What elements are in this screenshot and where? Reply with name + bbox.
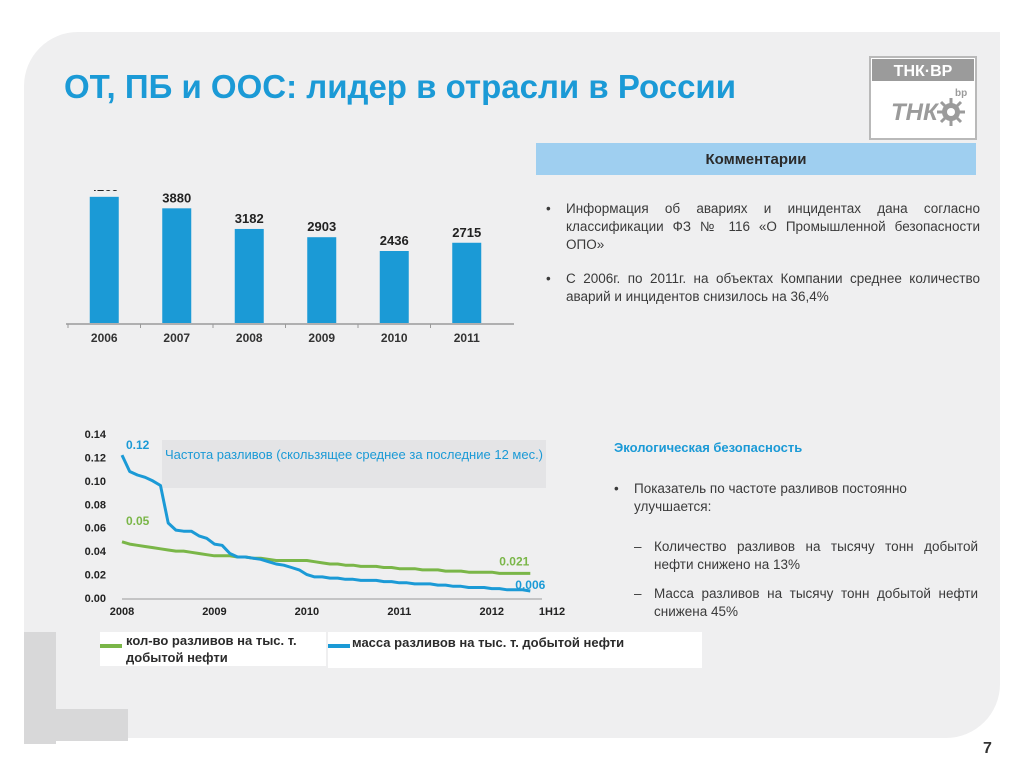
page-number: 7 bbox=[983, 740, 992, 757]
series-start-label: 0.12 bbox=[126, 438, 150, 452]
comment-bullet: • Информация об авариях и инцидентах дана… bbox=[546, 201, 980, 252]
ecology-title: Экологическая безопасность bbox=[614, 440, 803, 455]
logo-mid-text: ТНК bbox=[891, 99, 940, 126]
bar-category-label: 2011 bbox=[454, 331, 480, 345]
comments-header: Комментарии bbox=[536, 143, 976, 175]
series-end-label: 0.006 bbox=[515, 578, 545, 592]
x-tick-label: 1H12 bbox=[539, 606, 565, 618]
legend-label: кол-во разливов на тыс. т. добытой нефти bbox=[126, 633, 297, 665]
tnk-bp-logo: ТНК·ВР ТНК bp bbox=[869, 56, 977, 140]
series-line-1 bbox=[120, 454, 531, 593]
bar-value-label: 2715 bbox=[452, 225, 481, 240]
bar-value-label: 3880 bbox=[162, 190, 191, 205]
bar-value-label: 2903 bbox=[307, 219, 336, 234]
comments-list: • Информация об авариях и инцидентах дана… bbox=[546, 200, 980, 322]
spills-line-chart: 0.14 0.12 0.10 0.08 0.06 0.04 0.02 0.00 2008 2009… bbox=[85, 429, 566, 618]
series-start-label: 0.05 bbox=[126, 514, 150, 528]
y-tick-label: 0.08 bbox=[85, 499, 106, 511]
bar-category-label: 2009 bbox=[308, 331, 335, 345]
bar-value-label: 3182 bbox=[235, 211, 264, 226]
series-line-0 bbox=[121, 540, 531, 575]
bar-value-label: 2436 bbox=[380, 233, 409, 248]
bar-2008 bbox=[234, 228, 264, 323]
ecology-bullet: • Показатель по частоте разливов постоянн… bbox=[614, 481, 907, 514]
legend-swatch-blue bbox=[328, 644, 350, 648]
legend-swatch-green bbox=[100, 644, 122, 648]
slide-title: ОТ, ПБ и ООС: лидер в отрасли в России bbox=[64, 68, 737, 105]
legend-item-blue: масса разливов на тыс. т. добытой нефти bbox=[328, 632, 702, 668]
x-tick-label: 2009 bbox=[202, 606, 226, 618]
bar-category-label: 2006 bbox=[91, 331, 118, 345]
bar-2010 bbox=[379, 251, 409, 323]
bar-2007 bbox=[162, 208, 192, 323]
ecology-sub-bullet: – Количество разливов на тысячу тонн добы… bbox=[634, 539, 978, 572]
x-tick-label: 2011 bbox=[387, 606, 411, 618]
legend-item-green: кол-во разливов на тыс. т. добытой нефти bbox=[100, 632, 326, 666]
logo-top-text: ТНК·ВР bbox=[894, 63, 953, 80]
legend-label: масса разливов на тыс. т. добытой нефти bbox=[352, 635, 625, 650]
y-tick-label: 0.04 bbox=[85, 546, 107, 558]
y-tick-label: 0.00 bbox=[85, 593, 106, 605]
incidents-bar-chart: 4269 2006 3880 2007 3182 2008 2903 2009 2436 2010… bbox=[66, 190, 514, 345]
ecology-sub-bullet: – Масса разливов на тысячу тонн добытой н… bbox=[634, 586, 978, 619]
bar-2006 bbox=[89, 196, 119, 323]
bar-2009 bbox=[307, 237, 337, 323]
bar-category-label: 2007 bbox=[163, 331, 190, 345]
y-tick-label: 0.14 bbox=[85, 429, 107, 441]
bar-2011 bbox=[452, 242, 482, 323]
y-tick-label: 0.10 bbox=[85, 476, 106, 488]
comment-bullet: • С 2006г. по 2011г. на объектах Компании… bbox=[546, 271, 980, 304]
bar-category-label: 2010 bbox=[381, 331, 408, 345]
y-tick-label: 0.12 bbox=[85, 452, 106, 464]
helios-icon bbox=[937, 98, 965, 126]
line-chart-title: Частота разливов (скользящее среднее за … bbox=[162, 440, 546, 488]
x-tick-label: 2008 bbox=[110, 606, 134, 618]
x-tick-label: 2012 bbox=[480, 606, 504, 618]
y-tick-label: 0.02 bbox=[85, 570, 106, 582]
bar-category-label: 2008 bbox=[236, 331, 263, 345]
x-tick-label: 2010 bbox=[295, 606, 319, 618]
corner-decoration-bottom bbox=[24, 709, 128, 741]
bar-value-label: 4269 bbox=[90, 190, 119, 194]
logo-bp-text: bp bbox=[955, 88, 967, 99]
series-end-label: 0.021 bbox=[499, 554, 529, 568]
y-tick-label: 0.06 bbox=[85, 523, 106, 535]
